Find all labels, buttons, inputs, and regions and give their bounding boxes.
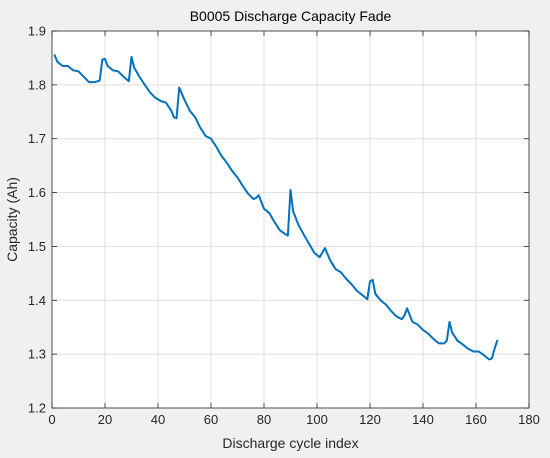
plot-area [52, 31, 529, 408]
y-tick-label: 1.7 [28, 131, 46, 146]
axis-ticks: 0 20 40 60 80 100 120 140 160 180 1.2 1.3 1.4 1.5 1.6 1… [28, 24, 540, 428]
x-tick-label: 0 [48, 412, 55, 427]
y-axis-title: Capacity (Ah) [4, 177, 20, 262]
x-tick-label: 60 [204, 412, 218, 427]
capacity-series-line [53, 54, 499, 361]
grid-lines [52, 31, 529, 408]
x-tick-label: 140 [412, 412, 434, 427]
plot-frame [51, 30, 530, 409]
y-tick-label: 1.8 [28, 77, 46, 92]
x-tick-label: 80 [257, 412, 271, 427]
y-tick-label: 1.4 [28, 293, 46, 308]
y-tick-label: 1.6 [28, 185, 46, 200]
y-tick-label: 1.3 [28, 347, 46, 362]
chart-title: B0005 Discharge Capacity Fade [190, 8, 392, 24]
x-axis-title: Discharge cycle index [222, 435, 358, 451]
y-tick-label: 1.2 [28, 401, 46, 416]
series-layer [53, 54, 499, 361]
y-tick-label: 1.5 [28, 239, 46, 254]
x-tick-label: 20 [98, 412, 112, 427]
x-tick-label: 100 [306, 412, 328, 427]
x-tick-label: 40 [151, 412, 165, 427]
y-tick-label: 1.9 [28, 24, 46, 39]
x-tick-label: 120 [359, 412, 381, 427]
x-tick-label: 180 [518, 412, 540, 427]
x-tick-label: 160 [465, 412, 487, 427]
